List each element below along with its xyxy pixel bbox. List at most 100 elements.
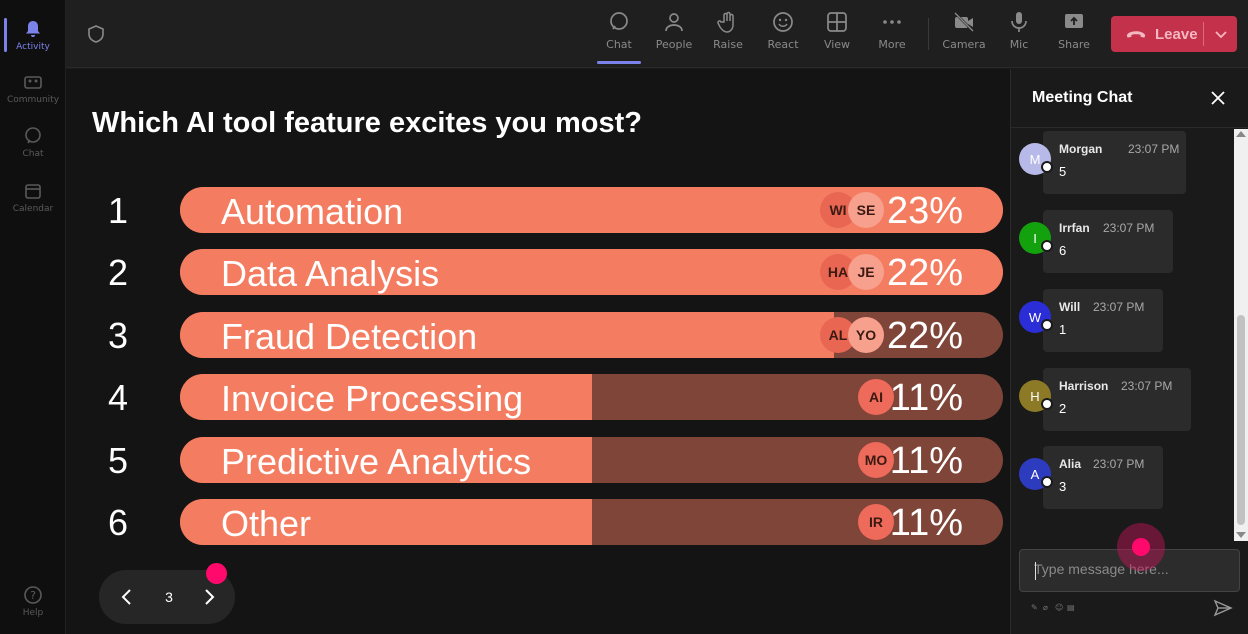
poll-option-label: Automation [221,191,404,232]
chat-button[interactable]: Chat [594,10,644,64]
voter-avatar: AI [858,379,894,415]
rail-item-calendar[interactable]: Calendar [0,172,66,222]
format-toolbar: ✎ ⌀ ☺ ▤ [1031,604,1075,612]
voter-avatar: IR [858,504,894,540]
message-sender: Harrison [1059,379,1109,393]
grid-view-icon [827,12,847,32]
microphone-icon [1011,12,1027,32]
emoji-icon[interactable]: ☺ [1055,603,1064,612]
poll-option-number: 2 [108,252,129,293]
poll-option-number: 4 [108,377,129,418]
poll-option-percentage: 11% [889,377,963,419]
message-text: 1 [1059,322,1067,337]
presence-status-icon [1041,240,1053,252]
chat-message[interactable]: M Morgan 23:07 PM 5 [1019,131,1186,194]
chevron-left-icon[interactable] [115,585,139,609]
rail-label-community: Community [6,94,60,105]
react-button-label: React [767,38,799,51]
react-button[interactable]: React [758,10,808,60]
view-button[interactable]: View [812,10,862,60]
chat-divider [1011,127,1248,128]
poll-stage: Which AI tool feature excites you most? … [66,69,1010,634]
format-icon[interactable]: ✎ [1031,603,1038,612]
close-icon[interactable] [1209,89,1227,107]
poll-option-percentage: 11% [889,440,963,482]
avatar-initial: H [1030,388,1040,404]
chat-message[interactable]: W Will 23:07 PM 1 [1019,289,1163,352]
poll-question: Which AI tool feature excites you most? [92,107,643,139]
chat-message[interactable]: H Harrison 23:07 PM 2 [1019,368,1191,431]
scroll-thumb[interactable] [1237,315,1245,525]
message-timestamp: 23:07 PM [1121,379,1173,393]
leave-button[interactable]: Leave [1111,16,1237,52]
poll-bar-fill [180,312,834,358]
rail-item-help[interactable]: ? Help [0,576,66,626]
page-navigator: 3 [99,570,235,624]
poll-bar-fill [180,437,592,483]
chat-message-input[interactable]: Type message here... [1019,549,1240,592]
toolbar-divider [928,18,929,50]
smiley-icon [773,12,793,32]
poll-option[interactable]: 6 Other IR 11% [66,498,1010,546]
bell-icon [26,20,40,37]
poll-option-number: 1 [108,190,129,231]
message-text: 6 [1059,243,1067,258]
voter-avatar: YO [848,317,884,353]
poll-bar: Data Analysis HA JE 22% [180,249,1003,295]
mic-button[interactable]: Mic [994,10,1044,60]
avatar-initial: M [1029,151,1041,167]
shield-icon[interactable] [86,24,106,44]
presence-status-icon [1041,161,1053,173]
poll-option-number: 6 [108,502,129,543]
chat-message[interactable]: I Irrfan 23:07 PM 6 [1019,210,1173,273]
chevron-right-icon[interactable] [197,585,221,609]
scroll-up-arrow[interactable] [1236,131,1246,137]
chat-scrollbar[interactable] [1234,129,1248,541]
message-timestamp: 23:07 PM [1093,300,1145,314]
poll-option-label: Invoice Processing [221,378,524,419]
scroll-down-arrow[interactable] [1236,532,1246,538]
poll-option[interactable]: 1 Automation WI SE 23% [66,186,1010,234]
poll-bar-fill [180,374,592,420]
more-button[interactable]: More [867,10,917,60]
chat-panel-title: Meeting Chat [1032,89,1133,106]
rail-item-chat[interactable]: Chat [0,117,66,167]
poll-option-percentage: 23% [886,190,963,232]
page-number: 3 [165,589,173,605]
rail-item-community[interactable]: Community [0,63,66,113]
avatar: A [1019,458,1053,490]
poll-option-label: Predictive Analytics [221,441,532,482]
avatar-initial: I [1033,230,1037,246]
poll-option-percentage: 11% [889,502,963,544]
pointer-indicator [206,563,227,584]
chat-bubble-icon [610,12,628,30]
poll-option-label: Fraud Detection [221,316,478,357]
voter-avatar: SE [848,192,884,228]
people-button-label: People [655,38,693,51]
raise-hand-button[interactable]: Raise [703,10,753,60]
presence-status-icon [1041,476,1053,488]
rail-label-calendar: Calendar [12,203,54,214]
chevron-down-icon[interactable] [1211,24,1231,44]
poll-option[interactable]: 5 Predictive Analytics MO 11% [66,436,1010,484]
camera-button[interactable]: Camera [939,10,989,60]
share-button[interactable]: Share [1049,10,1099,60]
poll-option-label: Other [221,503,312,544]
attach-icon[interactable]: ⌀ [1043,603,1048,612]
hang-up-icon [1126,31,1146,38]
chat-button-label: Chat [606,38,632,51]
people-button[interactable]: People [649,10,699,60]
gif-icon[interactable]: ▤ [1067,603,1075,612]
rail-item-activity[interactable]: Activity [0,10,66,60]
voter-avatar: JE [848,254,884,290]
message-timestamp: 23:07 PM [1128,142,1180,156]
avatar: H [1019,380,1053,412]
message-text: 5 [1059,164,1067,179]
poll-option[interactable]: 2 Data Analysis HA JE 22% [66,248,1010,296]
chat-message[interactable]: A Alia 23:07 PM 3 [1019,446,1163,509]
send-icon[interactable] [1213,598,1233,618]
rail-label-help: Help [22,607,44,618]
community-icon [24,75,42,89]
poll-option[interactable]: 3 Fraud Detection AL YO 22% [66,311,1010,359]
poll-option[interactable]: 4 Invoice Processing AI 11% [66,373,1010,421]
